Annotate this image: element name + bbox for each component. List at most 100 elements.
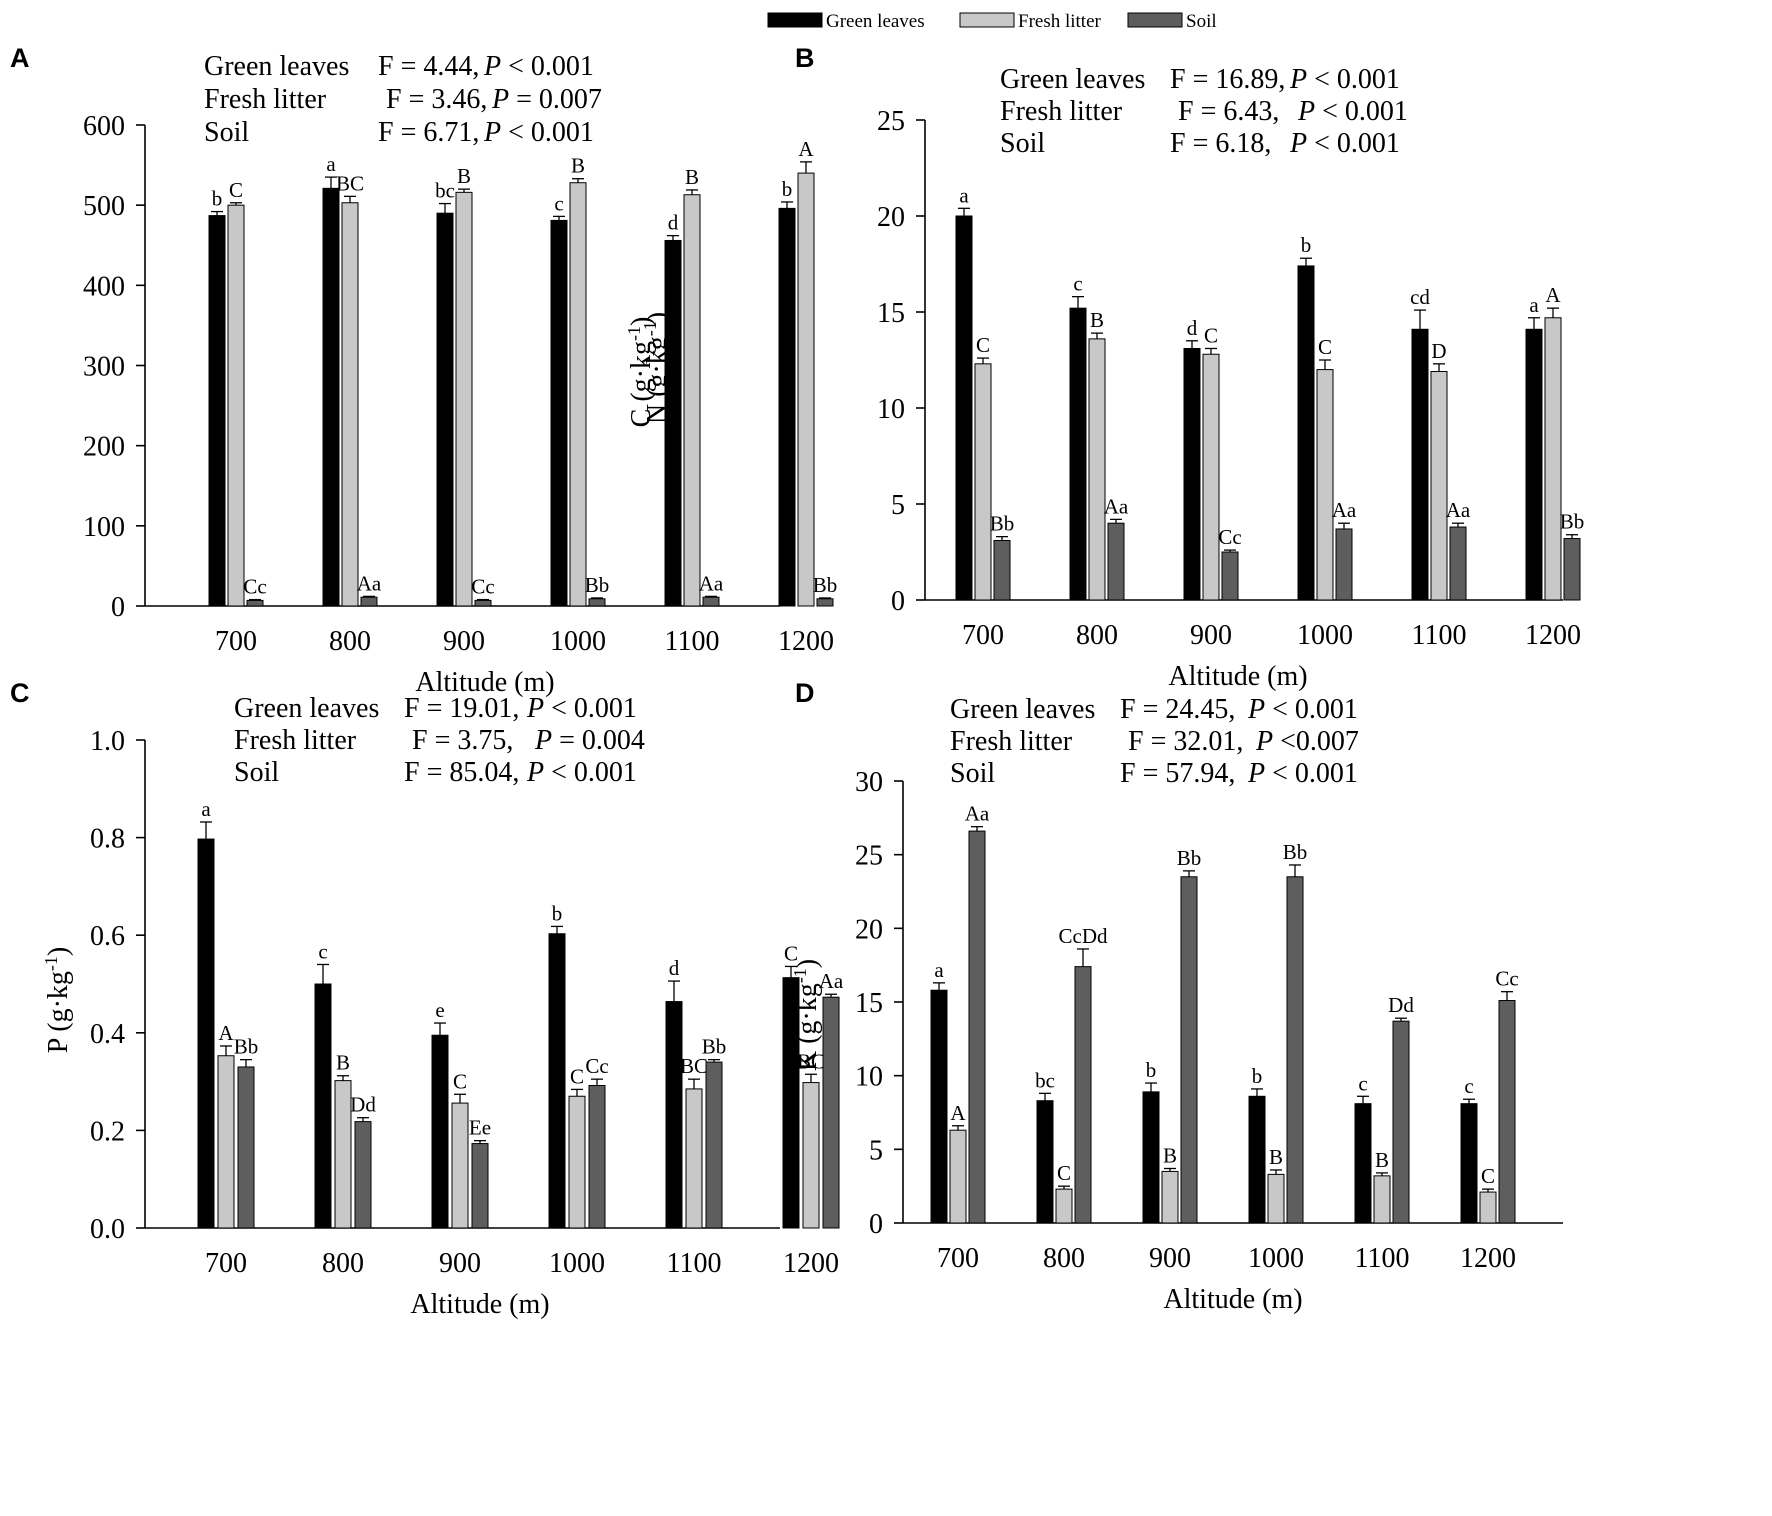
panel-c-bar-soil (588, 1085, 606, 1229)
panel-c-sig-label-soil: Ee (469, 1116, 491, 1140)
panel-a-bar-soil (360, 596, 378, 607)
panel-d-x-tick-label: 1200 (1460, 1243, 1516, 1274)
panel-b-y-tick-label: 15 (877, 298, 905, 329)
panel-a-sig-label-soil: Cc (471, 575, 494, 599)
panel-b-x-tick-label: 900 (1190, 620, 1232, 651)
panel-d-y-axis-title: K (g·kg-1) (790, 959, 823, 1071)
panel-d-bar-green-leaves (1036, 1100, 1054, 1224)
panel-d-x-tick-label: 700 (937, 1243, 979, 1274)
panel-a-sig-label-fresh-litter: B (571, 154, 585, 178)
panel-b-sig-label-green-leaves: cd (1410, 285, 1430, 309)
panel-c-sig-label-green-leaves: C (784, 941, 798, 965)
panel-c-sig-label-fresh-litter: B (336, 1051, 350, 1075)
panel-d-sig-label-fresh-litter: C (1057, 1161, 1071, 1185)
legend-swatch-green-leaves (767, 12, 823, 28)
panel-c-x-tick-label: 700 (205, 1248, 247, 1279)
panel-c-sig-label-green-leaves: b (552, 901, 563, 925)
panel-c-y-tick-label: 0.4 (90, 1019, 125, 1050)
panel-a-sig-label-soil: Bb (585, 573, 610, 597)
panel-a-bar-soil (474, 599, 492, 607)
panel-c-x-tick-label: 1100 (667, 1248, 722, 1279)
panel-b-sig-label-soil: Cc (1218, 525, 1241, 549)
panel-d-y-tick-label: 30 (855, 767, 883, 798)
panel-a-x-tick-label: 700 (215, 626, 257, 657)
panel-a-x-tick-label: 1200 (778, 626, 834, 657)
panel-a-sig-label-fresh-litter: B (685, 165, 699, 189)
panel-c-x-tick-label: 900 (439, 1248, 481, 1279)
panel-b-bar-soil (993, 539, 1011, 601)
panel-a-sig-label-soil: Bb (813, 573, 838, 597)
panel-d-bar-fresh-litter (1161, 1170, 1179, 1224)
panel-a-sig-label-soil: Aa (357, 571, 382, 595)
panel-c-y-tick-label: 1.0 (90, 726, 125, 757)
panel-d-y-tick-label: 25 (855, 841, 883, 872)
panel-c-bar-soil (354, 1121, 372, 1229)
panel-c-sig-label-soil: Aa (819, 969, 844, 993)
panel-c-x-axis-title: Altitude (m) (410, 1289, 549, 1320)
panel-c-y-tick-label: 0.2 (90, 1116, 125, 1147)
panel-b-x-axis-title: Altitude (m) (1168, 661, 1307, 692)
panel-c-bar-green-leaves (431, 1034, 449, 1229)
panel-c-bar-fresh-litter (217, 1055, 235, 1229)
panel-c-y-axis-title: P (g·kg-1) (41, 947, 74, 1054)
panel-a-y-axis-title: C (g·kg-1) (624, 317, 657, 428)
panel-c-bar-fresh-litter (568, 1095, 586, 1229)
panel-b-bar-green-leaves (1297, 265, 1315, 601)
panel-a-sig-label-green-leaves: b (212, 187, 223, 211)
panel-d-sig-label-soil: Cc (1495, 967, 1518, 991)
panel-d-sig-label-fresh-litter: B (1375, 1148, 1389, 1172)
panel-a-x-tick-label: 800 (329, 626, 371, 657)
panel-d: D Green leaves F = 24.45, P < 0.001 Fresh li… (790, 678, 1563, 1315)
panel-c-sig-label-soil: Dd (350, 1093, 376, 1117)
panel-b-x-tick-label: 700 (962, 620, 1004, 651)
panel-d-x-tick-label: 1100 (1355, 1243, 1410, 1274)
panel-c-y-tick-label: 0.0 (90, 1214, 125, 1245)
panel-c-stat-f-green-leaves: F = 19.01, (404, 693, 519, 724)
panel-d-sig-label-green-leaves: bc (1035, 1068, 1055, 1092)
panel-c-stat-name-fresh-litter: Fresh litter (234, 725, 357, 756)
panel-b-sig-label-green-leaves: a (1529, 293, 1539, 317)
panel-c-sig-label-fresh-litter: A (218, 1021, 234, 1045)
panel-c-stat-p-fresh-litter: P = 0.004 (534, 725, 645, 756)
panel-d-bar-fresh-litter (1373, 1175, 1391, 1224)
panel-d-sig-label-soil: Bb (1177, 846, 1202, 870)
panel-a-stat-name-soil: Soil (204, 117, 249, 148)
panel-c-bar-fresh-litter (685, 1088, 703, 1229)
panel-b-bar-soil (1449, 526, 1467, 601)
panel-b-bar-fresh-litter (974, 363, 992, 601)
panel-c-bar-fresh-litter (802, 1082, 820, 1229)
panel-d-sig-label-soil: Aa (965, 802, 990, 826)
panel-c-sig-label-green-leaves: c (318, 939, 327, 963)
panel-c-sig-label-green-leaves: e (435, 998, 444, 1022)
panel-a-x-tick-label: 1000 (550, 626, 606, 657)
panel-d-x-axis-title: Altitude (m) (1163, 1284, 1302, 1315)
panel-d-x-tick-label: 900 (1149, 1243, 1191, 1274)
panel-a-bar-fresh-litter (227, 204, 245, 607)
panel-d-bar-soil (1074, 966, 1092, 1224)
panel-b-y-tick-label: 25 (877, 106, 905, 137)
panel-a-x-axis-title: Altitude (m) (415, 667, 554, 698)
panel-b-sig-label-soil: Aa (1104, 494, 1129, 518)
panel-b-stat-p-soil: P < 0.001 (1289, 128, 1400, 159)
panel-d-y-tick-label: 5 (869, 1135, 883, 1166)
panel-a-sig-label-green-leaves: c (554, 191, 563, 215)
panel-c-x-tick-label: 1000 (549, 1248, 605, 1279)
panel-b-sig-label-fresh-litter: C (976, 333, 990, 357)
panel-b-bar-green-leaves (955, 215, 973, 601)
panel-d-sig-label-soil: Dd (1388, 993, 1414, 1017)
panel-c-sig-label-fresh-litter: C (570, 1064, 584, 1088)
panel-a-x-tick-label: 1100 (665, 626, 720, 657)
panel-c-bar-soil (705, 1061, 723, 1229)
panel-b-stat-name-soil: Soil (1000, 128, 1045, 159)
panel-b-x-tick-label: 1000 (1297, 620, 1353, 651)
panel-d-bar-soil (1498, 1000, 1516, 1224)
panel-a-sig-label-green-leaves: b (782, 177, 793, 201)
panel-a-bar-green-leaves (778, 207, 796, 607)
panel-a-y-tick-label: 300 (83, 352, 125, 383)
panel-a-y-tick-label: 100 (83, 512, 125, 543)
panel-a-bar-fresh-litter (455, 191, 473, 607)
